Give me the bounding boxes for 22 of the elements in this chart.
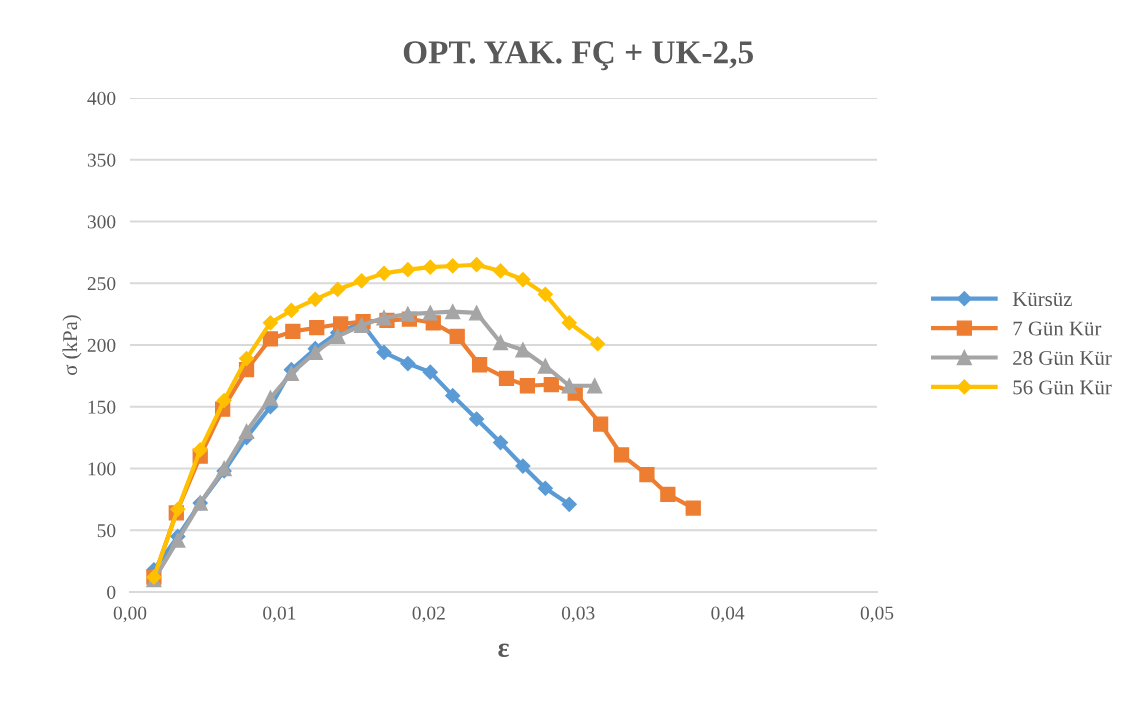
- legend-label: 28 Gün Kür: [1013, 350, 1112, 365]
- y-tick-label: 250: [87, 277, 116, 291]
- legend-label: Kürsüz: [1012, 292, 1072, 307]
- y-tick-label: 150: [88, 400, 116, 414]
- x-tick-label: 0,02: [412, 606, 445, 623]
- y-tick-label: 100: [88, 462, 116, 476]
- y-tick-label: 400: [87, 91, 116, 105]
- y-axis-title: σ (kPa): [62, 315, 82, 375]
- x-tick-label: 0,05: [860, 606, 894, 623]
- x-tick-label: 0,04: [711, 606, 745, 623]
- x-tick-label: 0,01: [263, 606, 296, 623]
- x-tick-label: 0,03: [561, 606, 595, 623]
- x-axis-title: ε: [498, 643, 509, 657]
- x-tick-label: 0,00: [113, 606, 147, 623]
- y-tick-label: 300: [87, 215, 116, 229]
- chart-title: OPT. YAK. FÇ + UK-2,5: [403, 41, 753, 71]
- y-tick-label: 350: [87, 153, 116, 167]
- y-tick-label: 50: [97, 524, 116, 538]
- legend-label: 56 Gün Kür: [1013, 380, 1112, 395]
- y-tick-label: 0: [107, 585, 116, 599]
- legend-label: 7 Gün Kür: [1013, 321, 1102, 336]
- y-tick-label: 200: [87, 338, 116, 352]
